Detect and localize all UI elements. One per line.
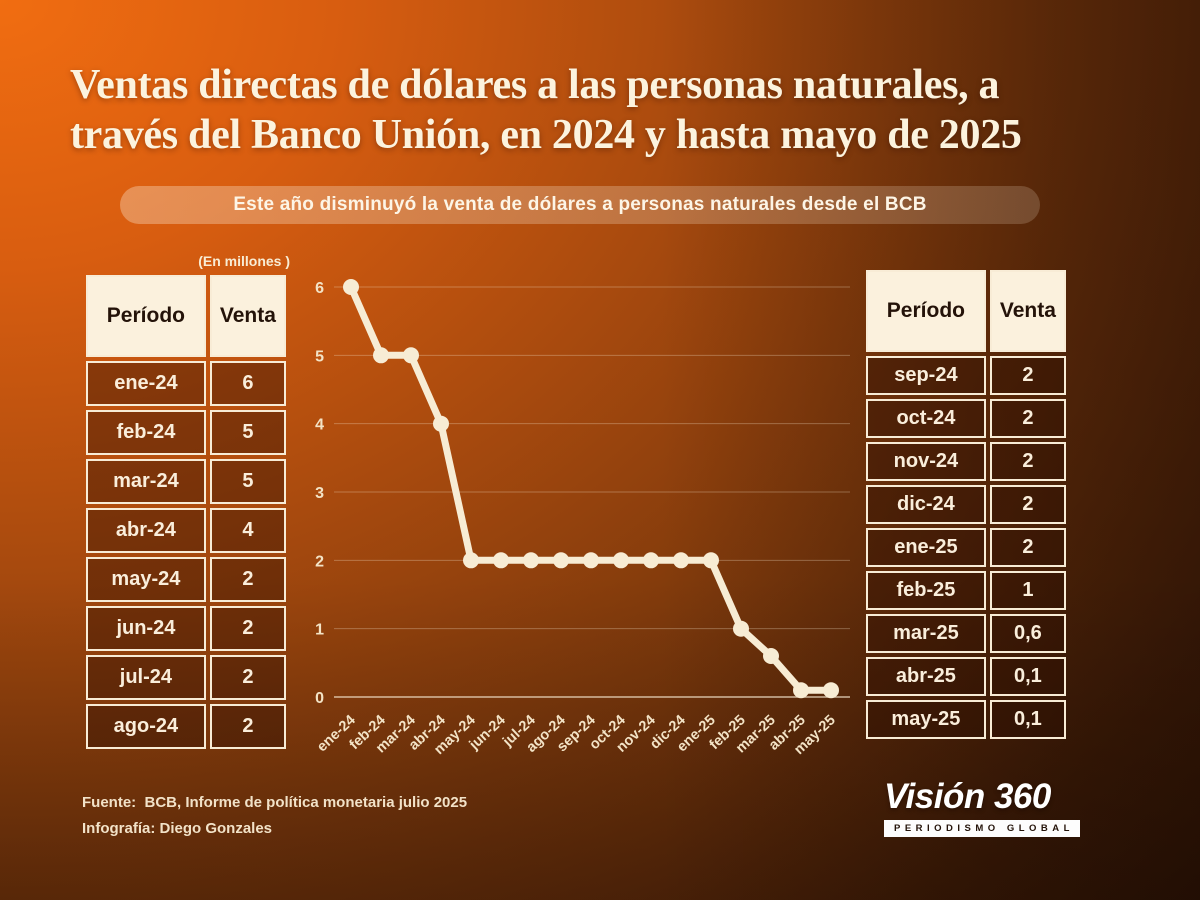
data-point-marker [763,648,779,664]
table-header-cell: Venta [209,275,286,357]
table-row: abr-25 0,1 [866,657,1066,696]
table-cell: feb-25 [866,571,986,610]
table-row: ene-25 2 [866,528,1066,567]
y-tick-label: 0 [315,690,324,707]
table-header-row: Período Venta [866,270,1066,352]
table-cell: sep-24 [866,356,986,395]
x-tick-label: ene-24 [314,712,359,755]
data-point-marker [343,279,359,295]
data-point-marker [733,620,749,637]
table-cell: 5 [209,459,286,504]
table-row: oct-24 2 [866,399,1066,438]
table-cell: dic-24 [866,485,986,524]
data-point-marker [793,682,809,699]
sales-line-chart: 0 1 2 3 4 5 6 ene-24 feb-24 mar-24 abr-24 may-24 jun… [298,268,858,778]
table-cell: jun-24 [86,606,206,651]
table-row: jul-24 2 [86,655,286,700]
table-cell: 2 [989,399,1066,438]
logo-tagline: PERIODISMO GLOBAL [884,820,1080,837]
title-line-1: Ventas directas de dólares a las persona… [70,62,1000,108]
table-cell: may-24 [86,557,206,602]
table-cell: 2 [209,557,286,602]
table-cell: 2 [209,655,286,700]
table-row: ago-24 2 [86,704,286,749]
data-point-marker [493,552,509,569]
table-cell: 0,1 [989,700,1066,739]
table-cell: 2 [989,485,1066,524]
table-cell: 2 [989,356,1066,395]
table-cell: 2 [209,606,286,651]
y-tick-label: 4 [315,417,324,434]
table-cell: nov-24 [866,442,986,481]
table-cell: oct-24 [866,399,986,438]
data-point-marker [463,552,479,569]
table-cell: mar-25 [866,614,986,653]
data-point-marker [823,682,839,699]
data-point-marker [523,552,539,569]
data-point-marker [553,552,569,569]
data-point-marker [433,415,449,432]
table-row: may-25 0,1 [866,700,1066,739]
table-row: mar-25 0,6 [866,614,1066,653]
table-row: sep-24 2 [866,356,1066,395]
table-row: abr-24 4 [86,508,286,553]
y-tick-label: 2 [315,553,324,570]
data-point-marker [643,552,659,569]
table-cell: 0,1 [989,657,1066,696]
title-line-2: través del Banco Unión, en 2024 y hasta … [70,112,1022,158]
logo-name: Visión 360 [884,777,1051,816]
subtitle-text: Este año disminuyó la venta de dólares a… [233,194,927,215]
data-point-marker [673,552,689,569]
table-cell: ene-25 [866,528,986,567]
table-cell: 4 [209,508,286,553]
subtitle-banner: Este año disminuyó la venta de dólares a… [120,186,1040,224]
table-cell: abr-24 [86,508,206,553]
table-row: may-24 2 [86,557,286,602]
sales-table-2024-2025: Período Venta sep-24 2 oct-24 2 nov-24 2 dic-24 2… [862,266,1070,743]
table-cell: 2 [989,442,1066,481]
table-row: dic-24 2 [866,485,1066,524]
table-row: feb-25 1 [866,571,1066,610]
sales-table-2024: Período Venta ene-24 6 feb-24 5 mar-24 5 abr-24 4… [82,271,290,753]
data-point-marker [703,552,719,569]
table-row: mar-24 5 [86,459,286,504]
data-point-marker [403,347,419,364]
unit-label: (En millones ) [198,253,290,269]
table-cell: ene-24 [86,361,206,406]
table-cell: may-25 [866,700,986,739]
page-title: Ventas directas de dólares a las persona… [70,60,1022,160]
y-tick-label: 3 [315,485,324,502]
y-tick-label: 6 [315,280,324,297]
table-row: nov-24 2 [866,442,1066,481]
table-cell: mar-24 [86,459,206,504]
table-cell: ago-24 [86,704,206,749]
table-cell: 0,6 [989,614,1066,653]
table-header-cell: Venta [989,270,1066,352]
sales-line [347,283,835,694]
vision360-logo: Visión 360 PERIODISMO GLOBAL [884,777,1080,837]
data-point-marker [373,347,389,364]
y-tick-label: 5 [315,348,324,365]
table-cell: 6 [209,361,286,406]
y-tick-label: 1 [315,622,324,639]
table-header-row: Período Venta [86,275,286,357]
table-cell: 1 [989,571,1066,610]
table-cell: abr-25 [866,657,986,696]
table-header-cell: Período [86,275,206,357]
table-cell: feb-24 [86,410,206,455]
table-cell: 5 [209,410,286,455]
table-cell: jul-24 [86,655,206,700]
source-note: Fuente: BCB, Informe de política monetar… [82,794,468,811]
data-point-marker [613,552,629,569]
chart-canvas: 0123456ene-24feb-24mar-24abr-24may-24jun… [314,279,850,758]
table-cell: 2 [209,704,286,749]
table-cell: 2 [989,528,1066,567]
table-row: jun-24 2 [86,606,286,651]
data-point-marker [583,552,599,569]
footer: Fuente: BCB, Informe de política monetar… [82,790,467,842]
table-row: ene-24 6 [86,361,286,406]
credit-note: Infografía: Diego Gonzales [82,820,273,837]
table-row: feb-24 5 [86,410,286,455]
table-header-cell: Período [866,270,986,352]
